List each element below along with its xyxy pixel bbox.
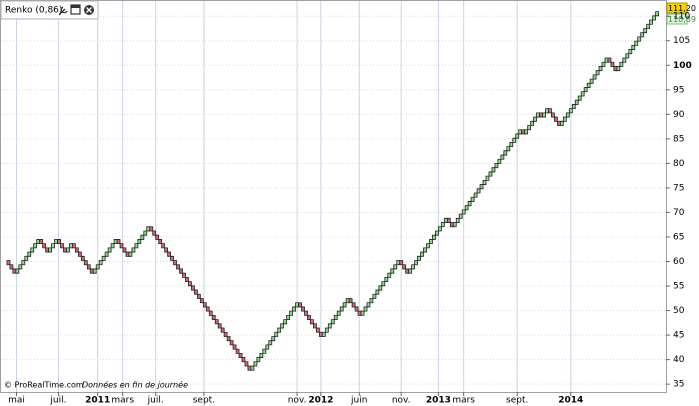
y-tick-label: 110 — [673, 12, 690, 22]
down-bricks — [116, 239, 130, 257]
up-bricks — [616, 11, 659, 72]
x-tick-label: nov. — [288, 396, 307, 406]
x-tick-label: juin — [350, 396, 367, 406]
x-tick-label: sept. — [506, 396, 528, 406]
up-bricks — [559, 57, 609, 126]
y-tick-label: 100 — [673, 61, 692, 71]
y-tick-label: 70 — [673, 208, 685, 218]
y-tick-label: 45 — [673, 331, 684, 341]
up-bricks — [128, 226, 151, 257]
up-bricks — [15, 239, 41, 274]
footer-note: Données en fin de journée — [82, 380, 188, 390]
bricks — [6, 11, 659, 371]
y-tick-label: 50 — [673, 306, 685, 316]
footer: © ProRealTime.com — [4, 381, 84, 390]
x-tick-label: 2013 — [426, 396, 451, 406]
y-tick-label: 105 — [673, 36, 690, 46]
x-tick-label: 2011 — [85, 396, 110, 406]
y-tick-label: 60 — [673, 257, 685, 267]
close-price: 110,89 — [668, 15, 696, 24]
down-bricks — [149, 226, 252, 371]
last-price-box — [666, 2, 688, 14]
y-tick-label: 85 — [673, 134, 684, 144]
y-tick-label: 75 — [673, 183, 684, 193]
down-bricks — [348, 298, 362, 316]
down-bricks — [548, 108, 561, 126]
chart-title: Renko (0,86) — [5, 6, 62, 16]
down-bricks — [539, 112, 543, 118]
y-tick-label: 95 — [673, 85, 684, 95]
legend-icons — [58, 4, 94, 16]
up-bricks — [524, 112, 540, 135]
x-tick-label: sept. — [193, 396, 215, 406]
down-bricks — [298, 302, 323, 337]
up-bricks — [408, 217, 448, 274]
x-tick-label: juil. — [49, 396, 66, 406]
x-tick-label: mars — [111, 396, 134, 406]
x-tick-label: juil. — [147, 396, 164, 406]
plot-frame — [0, 0, 667, 393]
x-tick-label: 2014 — [558, 396, 583, 406]
x-tick-label: mars — [452, 396, 475, 406]
up-bricks — [250, 302, 299, 371]
last-price: 111,20 — [668, 4, 696, 13]
y-tick-label: 80 — [673, 159, 685, 169]
x-tick-label: 2012 — [308, 396, 333, 406]
up-bricks — [92, 239, 118, 274]
close-price-box — [666, 13, 688, 25]
grid — [1, 1, 666, 392]
x-tick-label: mai — [8, 396, 25, 406]
y-tick-label: 65 — [673, 232, 684, 242]
y-tick-label: 90 — [673, 110, 685, 120]
down-bricks — [72, 243, 94, 274]
y-tick-label: 40 — [673, 355, 685, 365]
up-bricks — [452, 129, 523, 228]
up-bricks — [360, 260, 401, 316]
x-tick-label: nov. — [392, 396, 411, 406]
down-bricks — [521, 129, 526, 135]
y-tick-label: 55 — [673, 282, 684, 292]
y-tick-label: 35 — [673, 380, 684, 390]
